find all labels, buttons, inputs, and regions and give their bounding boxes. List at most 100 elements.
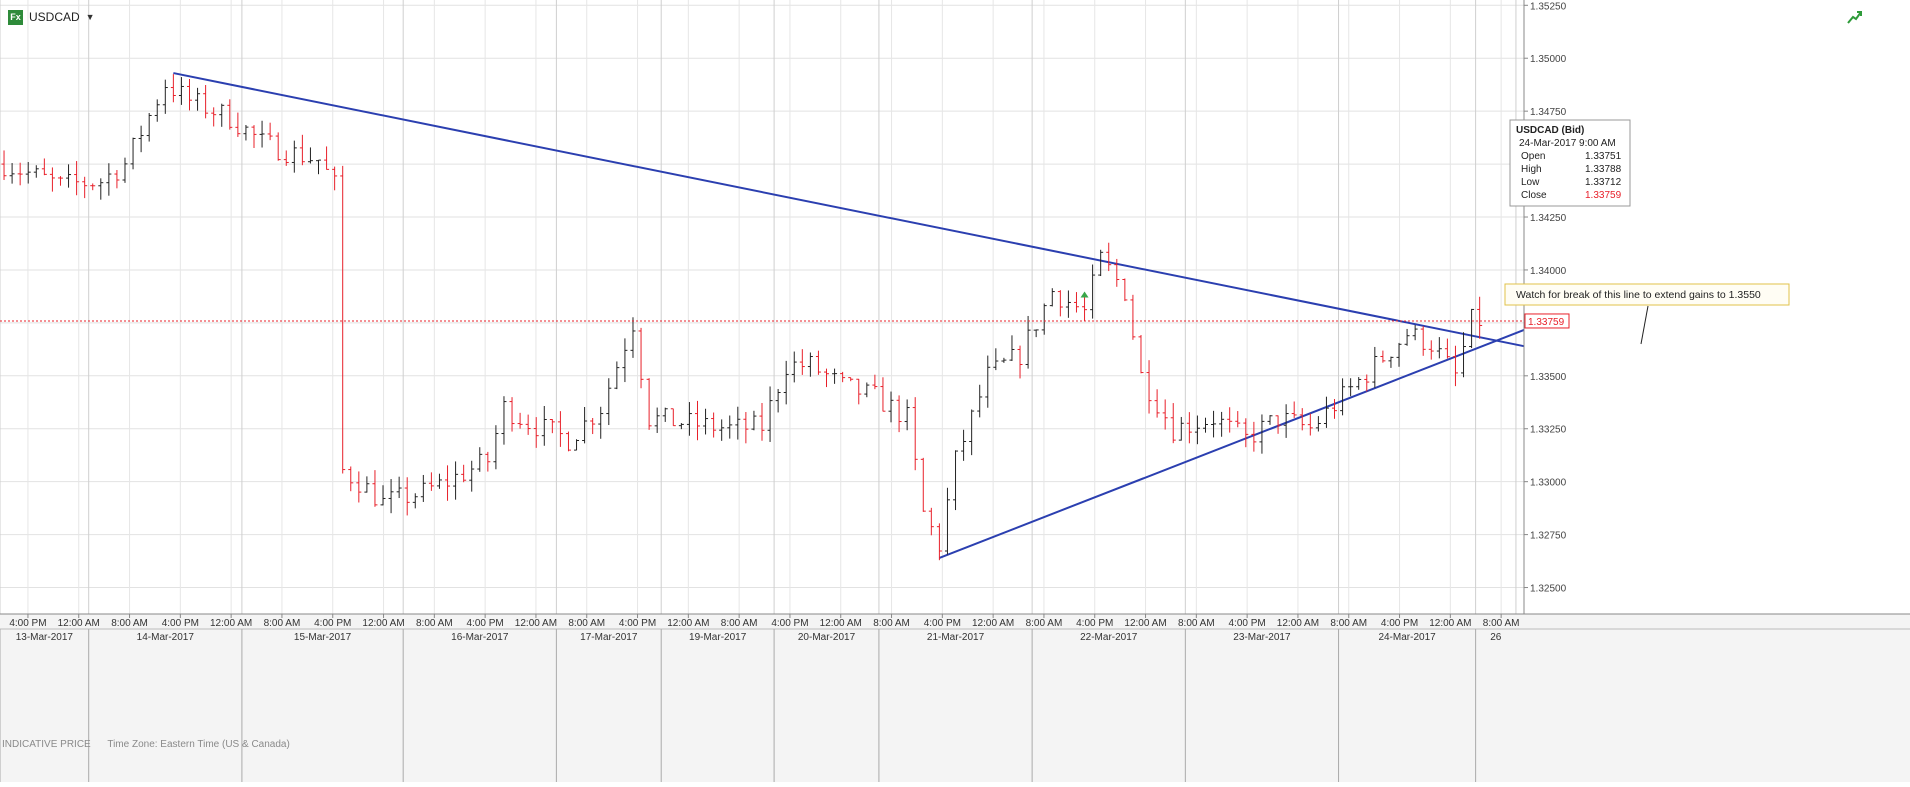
date-label: 15-Mar-2017 (294, 632, 352, 643)
ohlc-bar (517, 412, 523, 429)
x-tick-label: 4:00 PM (467, 618, 504, 629)
ohlc-tooltip: USDCAD (Bid) 24-Mar-2017 9:00 AM Open 1.337… (1509, 119, 1631, 207)
tooltip-datetime: 24-Mar-2017 9:00 AM (1519, 138, 1616, 149)
ohlc-bar (1412, 325, 1418, 341)
ohlc-bar (791, 351, 797, 383)
ohlc-bar (985, 355, 991, 408)
ohlc-bar (565, 431, 571, 452)
ohlc-bar (74, 161, 80, 196)
ohlc-bar (1348, 378, 1354, 397)
ohlc-bar (1033, 329, 1039, 338)
y-tick-label: 1.33250 (1530, 425, 1567, 436)
ohlc-bar (122, 157, 128, 183)
ohlc-bar (590, 418, 596, 435)
x-tick-label: 12:00 AM (1277, 618, 1319, 629)
ohlc-bar (727, 415, 733, 439)
x-tick-label: 12:00 AM (362, 618, 404, 629)
x-tick-label: 8:00 AM (1026, 618, 1063, 629)
ohlc-bar (33, 165, 39, 178)
candle-layer (1, 74, 1483, 561)
ohlc-bar (1162, 399, 1168, 430)
trendline-layer (173, 72, 1525, 559)
ohlc-bar (944, 487, 950, 555)
ohlc-bar (1130, 294, 1136, 340)
x-tick-label: 4:00 PM (162, 618, 199, 629)
ohlc-bar (316, 159, 322, 175)
ohlc-bar (203, 85, 209, 119)
symbol-header[interactable]: Fx USDCAD ▼ (8, 8, 95, 26)
y-tick-label: 1.32750 (1530, 531, 1567, 542)
ohlc-bar (1364, 374, 1370, 392)
ohlc-bar (267, 122, 273, 141)
ohlc-bar (872, 374, 878, 390)
tooltip-label-open: Open (1521, 151, 1545, 162)
x-tick-label: 12:00 AM (820, 618, 862, 629)
ohlc-bar (912, 397, 918, 471)
signal-triangle-icon (1080, 291, 1089, 298)
ohlc-bar (848, 377, 854, 382)
date-label: 24-Mar-2017 (1378, 632, 1436, 643)
ohlc-bar (1283, 404, 1289, 438)
ohlc-bar (1291, 401, 1297, 419)
ohlc-bar (1323, 396, 1329, 428)
ohlc-bar (815, 350, 821, 375)
x-tick-label: 4:00 PM (1229, 618, 1266, 629)
ohlc-bar (211, 107, 217, 127)
ohlc-bar (1452, 345, 1458, 387)
timezone-label: Time Zone: Eastern Time (US & Canada) (107, 739, 290, 750)
ohlc-bar (1267, 415, 1273, 425)
x-tick-label: 8:00 AM (873, 618, 910, 629)
tooltip-value-close: 1.33759 (1585, 190, 1622, 201)
ohlc-bar (622, 338, 628, 383)
date-label: 26 (1490, 632, 1502, 643)
date-label: 14-Mar-2017 (137, 632, 195, 643)
ohlc-bar (283, 150, 289, 166)
ohlc-bar (1049, 288, 1055, 307)
ohlc-bar (1396, 342, 1402, 367)
ohlc-bar (324, 146, 330, 170)
ohlc-bar (1380, 350, 1386, 363)
ohlc-bar (412, 493, 418, 509)
ohlc-bar (146, 113, 152, 142)
tooltip-label-close: Close (1521, 190, 1547, 201)
tooltip-value-high: 1.33788 (1585, 164, 1622, 175)
grid-layer (0, 0, 1524, 614)
ohlc-bar (243, 124, 249, 141)
ohlc-bar (1090, 264, 1096, 319)
ohlc-bar (993, 348, 999, 371)
ohlc-bar (920, 457, 926, 512)
ohlc-bar (195, 87, 201, 111)
tooltip-label-low: Low (1521, 177, 1540, 188)
ohlc-bar (904, 399, 910, 431)
y-tick-label: 1.34250 (1530, 213, 1567, 224)
ohlc-bar (549, 418, 555, 434)
annotation-box (1504, 283, 1790, 306)
ohlc-bar (396, 476, 402, 499)
ohlc-bar (1315, 416, 1321, 432)
ohlc-bar (1388, 356, 1394, 368)
x-tick-label: 4:00 PM (924, 618, 961, 629)
annotation-pointer (1640, 305, 1649, 345)
overlay-layer: 1.33759 USDCAD (Bid) 24-Mar-2017 9:00 AM Op… (0, 119, 1790, 345)
ohlc-bar (703, 408, 709, 435)
ohlc-bar (1332, 399, 1338, 419)
ohlc-bar (678, 423, 684, 430)
ohlc-bar (638, 327, 644, 389)
ohlc-bar (880, 377, 886, 412)
ohlc-bar (1057, 290, 1063, 317)
ohlc-bar (469, 460, 475, 492)
date-label: 16-Mar-2017 (451, 632, 509, 643)
ohlc-bar (614, 361, 620, 390)
trend-arrow-icon[interactable] (1846, 8, 1864, 26)
ohlc-bar (1275, 415, 1281, 434)
footer-note: INDICATIVE PRICE Time Zone: Eastern Time… (2, 739, 304, 750)
ohlc-bar (1436, 337, 1442, 359)
x-tick-label: 12:00 AM (1429, 618, 1471, 629)
annotation-text: Watch for break of this line to extend g… (1516, 289, 1761, 301)
ohlc-bar (1243, 418, 1249, 448)
ohlc-bar (711, 412, 717, 438)
caret-down-icon[interactable]: ▼ (85, 12, 95, 22)
tooltip-value-low: 1.33712 (1585, 177, 1622, 188)
ohlc-bar (332, 166, 338, 191)
